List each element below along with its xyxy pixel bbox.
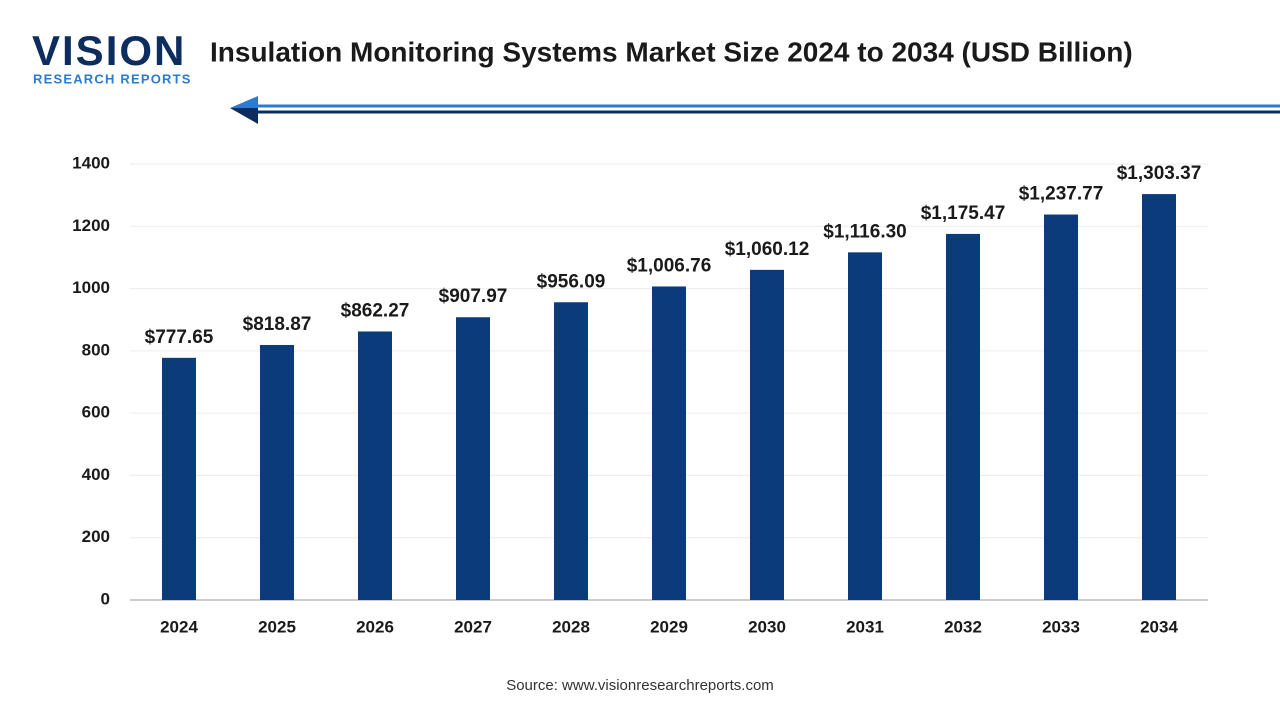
source-note: Source: www.visionresearchreports.com bbox=[506, 677, 774, 694]
bar bbox=[946, 233, 980, 601]
bar bbox=[554, 302, 588, 600]
header-arrow bbox=[230, 96, 258, 108]
value-label: $777.65 bbox=[145, 327, 214, 348]
value-label: $1,175.47 bbox=[921, 203, 1006, 224]
bar bbox=[162, 357, 196, 600]
x-tick-label: 2025 bbox=[258, 617, 296, 636]
chart-title: Insulation Monitoring Systems Market Siz… bbox=[210, 36, 1133, 67]
bar bbox=[1142, 194, 1176, 601]
x-tick-label: 2027 bbox=[454, 617, 492, 636]
x-tick-label: 2031 bbox=[846, 617, 884, 636]
x-tick-label: 2026 bbox=[356, 617, 394, 636]
x-tick-label: 2029 bbox=[650, 617, 688, 636]
y-tick-label: 800 bbox=[82, 340, 110, 359]
value-label: $862.27 bbox=[341, 300, 410, 321]
bar bbox=[652, 286, 686, 600]
x-tick-label: 2034 bbox=[1140, 617, 1178, 636]
x-tick-label: 2024 bbox=[160, 617, 198, 636]
x-tick-label: 2030 bbox=[748, 617, 786, 636]
value-label: $1,237.77 bbox=[1019, 184, 1104, 205]
x-tick-label: 2032 bbox=[944, 617, 982, 636]
bar bbox=[848, 252, 882, 600]
y-tick-label: 1000 bbox=[72, 278, 110, 297]
y-tick-label: 600 bbox=[82, 403, 110, 422]
value-label: $907.97 bbox=[439, 286, 508, 307]
header-arrow bbox=[230, 108, 258, 124]
y-tick-label: 0 bbox=[101, 589, 110, 608]
y-tick-label: 1400 bbox=[72, 153, 110, 172]
value-label: $1,303.37 bbox=[1117, 163, 1202, 184]
bar bbox=[750, 269, 784, 600]
value-label: $1,060.12 bbox=[725, 239, 810, 260]
bar bbox=[1044, 214, 1078, 600]
x-tick-label: 2028 bbox=[552, 617, 590, 636]
y-tick-label: 200 bbox=[82, 527, 110, 546]
y-tick-label: 400 bbox=[82, 465, 110, 484]
value-label: $818.87 bbox=[243, 314, 312, 335]
value-label: $1,006.76 bbox=[627, 255, 712, 276]
x-tick-label: 2033 bbox=[1042, 617, 1080, 636]
logo-name: VISION bbox=[32, 27, 186, 74]
logo-tagline: RESEARCH REPORTS bbox=[33, 71, 192, 86]
y-tick-label: 1200 bbox=[72, 216, 110, 235]
bar bbox=[358, 331, 392, 600]
bar bbox=[260, 344, 294, 600]
bar bbox=[456, 317, 490, 600]
value-label: $956.09 bbox=[537, 271, 606, 292]
value-label: $1,116.30 bbox=[823, 221, 906, 242]
